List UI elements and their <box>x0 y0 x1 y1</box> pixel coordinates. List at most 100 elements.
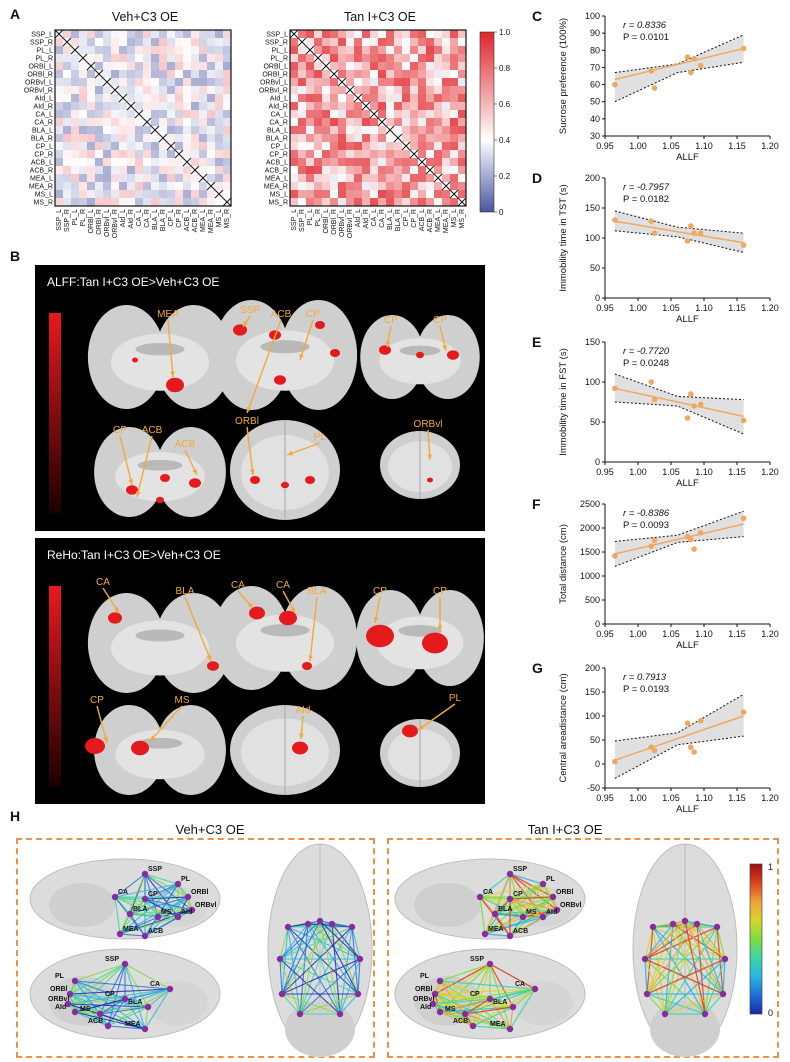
diagonal-cross <box>433 173 443 183</box>
heatmap-cell <box>103 150 112 159</box>
heatmap-cell <box>207 54 216 63</box>
network-node <box>681 917 689 925</box>
diagonal-cross <box>345 85 355 95</box>
heatmap-cell <box>111 166 120 175</box>
data-point <box>651 396 658 403</box>
scatter-distance: 0.95 1.00 1.05 1.10 1.15 1.200500100015002000… <box>558 499 779 651</box>
region-label: CP <box>113 425 127 436</box>
heatmap-cell <box>314 182 323 191</box>
data-point <box>651 537 658 544</box>
network-edge <box>144 873 179 885</box>
heatmap-cell <box>298 142 307 151</box>
heatmap-cell <box>183 134 192 143</box>
heatmap-cell <box>346 150 355 159</box>
network-node <box>701 1010 709 1018</box>
heatmap-cell <box>55 134 64 143</box>
network-edge <box>484 916 544 935</box>
arrow-head <box>290 607 295 613</box>
colorbar-bottom-label: 0 <box>768 1008 773 1018</box>
heatmap-cell <box>370 62 379 71</box>
heatmap-cell <box>370 134 379 143</box>
heatmap-cell <box>103 86 112 95</box>
heatmap-cell <box>290 190 299 199</box>
heatmap-cell <box>175 38 184 47</box>
heatmap-cell <box>402 62 411 71</box>
heatmap-cell <box>322 134 331 143</box>
heatmap-col-label: PL_R <box>80 209 87 227</box>
panel-label-e: E <box>532 334 542 350</box>
heatmap-col-label: ORBl_L <box>323 209 330 234</box>
heatmap-cell <box>378 86 387 95</box>
region-label: CA <box>276 580 290 591</box>
heatmap-cell <box>71 142 80 151</box>
node-label: ORBl <box>50 986 68 993</box>
heatmap-cell <box>183 110 192 119</box>
heatmap-cell <box>207 166 216 175</box>
network-edge <box>509 873 554 898</box>
heatmap-cell <box>63 62 72 71</box>
network-node <box>539 880 547 888</box>
heatmap-cell <box>95 174 104 183</box>
heatmap-cell <box>127 86 136 95</box>
network-edge <box>432 988 536 1005</box>
data-point <box>648 543 654 550</box>
heatmap-cell <box>394 38 403 47</box>
network-edge <box>67 988 171 1005</box>
heatmap-cell <box>426 118 435 127</box>
heatmap-col-label: SSP_R <box>64 209 71 232</box>
node-label: BLA <box>128 999 142 1006</box>
heatmap-cell <box>450 54 459 63</box>
heatmap-cell <box>322 110 331 119</box>
heatmap-cell <box>370 158 379 167</box>
heatmap-cell <box>191 54 200 63</box>
network-edge <box>107 1006 149 1027</box>
heatmap-cell <box>175 46 184 55</box>
heatmap-cell <box>362 62 371 71</box>
heatmap-cell <box>426 190 435 199</box>
network-edge <box>99 988 171 1015</box>
connectivity-right-title: Tan I+C3 OE <box>527 822 603 837</box>
heatmap-cell <box>111 94 120 103</box>
heatmap-cell <box>119 62 128 71</box>
heatmap-row-label: ORBl_R <box>262 72 288 79</box>
heatmap-row-label: BLA_L <box>267 128 288 135</box>
activation-blob <box>166 377 184 393</box>
heatmap-cell <box>434 166 443 175</box>
heatmap-cell <box>87 174 96 183</box>
correlation-heatmaps: SSP_LSSP_LSSP_RSSP_RPL_LPL_LPL_RPL_RORBl… <box>24 28 511 238</box>
heatmap-cell <box>159 190 168 199</box>
region-arrow <box>246 319 282 414</box>
heatmap-cell <box>290 166 299 175</box>
heatmap-cell <box>450 158 459 167</box>
network-node <box>476 893 484 901</box>
data-point <box>691 403 697 409</box>
node-label: ORBl <box>191 889 209 896</box>
network-edge <box>299 920 321 1015</box>
alff-colorbar <box>49 313 61 513</box>
heatmap-cell <box>87 46 96 55</box>
heatmap-cell <box>119 198 128 207</box>
node-label: ACB <box>88 1018 103 1025</box>
heatmap-cell <box>207 70 216 79</box>
heatmap-cell <box>346 166 355 175</box>
heatmap-cell <box>378 38 387 47</box>
heatmap-col-label: MS_R <box>224 209 231 228</box>
heatmap-cell <box>378 190 387 199</box>
heatmap-cell <box>394 54 403 63</box>
heatmap-cell <box>306 142 315 151</box>
heatmap-cell <box>103 174 112 183</box>
heatmap-cell <box>346 70 355 79</box>
heatmap-cell <box>215 30 224 39</box>
node-label: ACB <box>513 928 528 935</box>
node-label: AId <box>546 909 557 916</box>
region-label: MEA <box>157 309 179 320</box>
node-label: SSP <box>148 866 162 873</box>
heatmap-row-label: PL_R <box>35 56 53 63</box>
heatmap-cell <box>223 182 232 191</box>
heatmap-cell <box>290 134 299 143</box>
network-edge <box>281 993 301 1015</box>
heatmap-cell <box>442 110 451 119</box>
heatmap-cell <box>386 190 395 199</box>
heatmap-cell <box>151 38 160 47</box>
region-arrow <box>119 435 133 486</box>
